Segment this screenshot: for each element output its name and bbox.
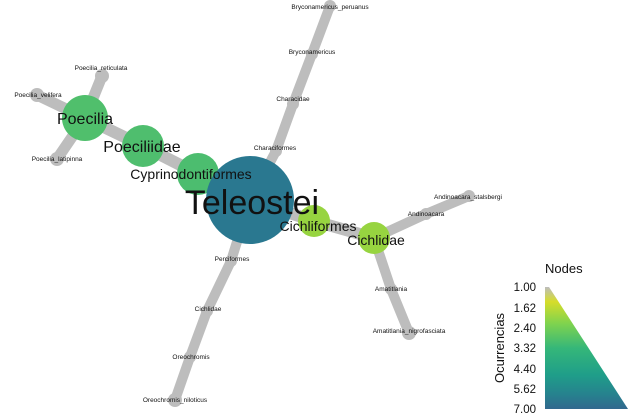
edge	[185, 306, 212, 362]
node-characiformes	[270, 145, 282, 157]
label-amatitlania: Amatitlania	[375, 286, 408, 293]
node-poecilia-velifera	[30, 88, 44, 102]
legend-ticks: 1.00 1.62 2.40 3.32 4.40 5.62 7.00	[514, 282, 536, 416]
label-teleostei: Teleostei	[185, 184, 319, 222]
node-poecilia-latipinna	[50, 152, 64, 166]
legend-tick: 2.40	[514, 323, 536, 335]
legend-tick: 3.32	[514, 343, 536, 355]
label-cichliformes: Cichliformes	[279, 218, 356, 234]
node-cichliformes	[298, 205, 330, 237]
edge	[386, 284, 414, 338]
legend-tick: 4.40	[514, 364, 536, 376]
tree-nodes	[30, 0, 475, 407]
legend-title: Nodes	[545, 261, 583, 276]
node-andinoacara-stalsbergi	[463, 190, 475, 202]
legend-size-scale	[545, 287, 628, 409]
label-poeciliidae: Poeciliidae	[103, 139, 180, 156]
label-cichlidae-top: Cichlidae	[347, 232, 405, 248]
legend-tick: 1.00	[514, 282, 536, 294]
legend-tick: 7.00	[514, 404, 536, 416]
label-cichlidae-bottom: Cichlidae	[195, 306, 222, 313]
label-perciformes: Perciformes	[215, 256, 250, 263]
label-poecilia: Poecilia	[57, 111, 113, 128]
label-oreochromis: Oreochromis	[172, 354, 210, 361]
node-andinoacara	[420, 208, 432, 220]
node-characidae	[287, 98, 299, 110]
label-characidae: Characidae	[276, 96, 310, 103]
legend-tick: 5.62	[514, 384, 536, 396]
label-bryconamericus-peruanus: Bryconamericus_peruanus	[291, 4, 369, 11]
node-teleostei	[206, 156, 294, 244]
edge	[307, 1, 335, 59]
edge	[170, 352, 195, 405]
label-poecilia-reticulata: Poecilia_reticulata	[75, 65, 128, 72]
node-poeciliidae	[122, 125, 164, 167]
edge	[288, 49, 317, 109]
legend-axis-label: Ocurrencias	[492, 312, 507, 383]
label-characiformes: Characiformes	[254, 145, 297, 152]
node-perciformes	[225, 255, 237, 267]
label-cyprinodontiformes: Cyprinodontiformes	[130, 166, 251, 182]
label-andinoacara-stalsbergi: Andinoacara_stalsbergi	[434, 194, 502, 201]
node-poecilia-reticulata	[95, 69, 109, 83]
label-amatitlania-nigrofasciata: Amatitlania_nigrofasciata	[373, 328, 446, 335]
node-cyprinodontiformes	[177, 153, 219, 195]
node-bryconamericus	[306, 48, 318, 60]
tree-labels: Poecilia_velifera Poecilia_reticulata Po…	[14, 4, 502, 404]
node-amatitlania-nigrofasciata	[402, 326, 416, 340]
edge	[202, 256, 236, 316]
node-oreochromis-niloticus	[168, 393, 182, 407]
node-cichlidae-bottom	[201, 305, 213, 317]
edge	[421, 191, 474, 219]
label-oreochromis-niloticus: Oreochromis_niloticus	[143, 397, 208, 404]
label-andinoacara: Andinoacara	[408, 211, 445, 218]
node-cichlidae-top	[358, 222, 390, 254]
node-bryconamericus-peruanus	[324, 0, 336, 12]
label-poecilia-velifera: Poecilia_velifera	[14, 92, 62, 99]
label-poecilia-latipinna: Poecilia_latipinna	[32, 156, 83, 163]
edge	[271, 99, 298, 156]
legend: Nodes Ocurrencias 1.00 1.62 2.40 3.32 4.…	[492, 261, 628, 416]
node-amatitlania	[385, 283, 397, 295]
node-poecilia	[62, 95, 108, 141]
node-oreochromis	[184, 351, 196, 363]
legend-tick: 1.62	[514, 303, 536, 315]
label-bryconamericus: Bryconamericus	[289, 49, 336, 56]
